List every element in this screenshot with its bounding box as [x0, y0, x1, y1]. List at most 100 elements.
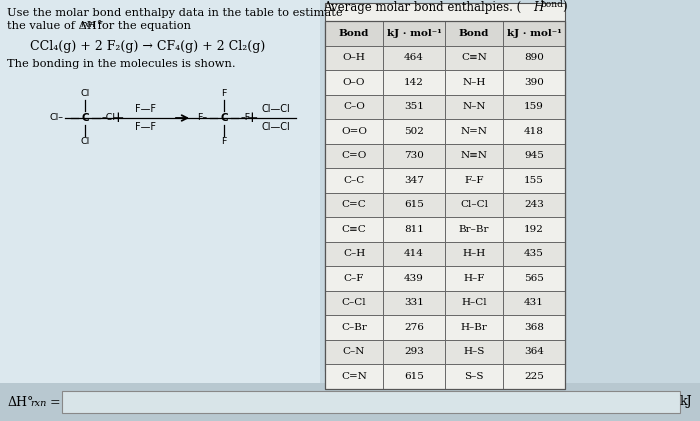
Text: C≡N: C≡N	[461, 53, 487, 62]
Text: 730: 730	[404, 151, 424, 160]
Text: 276: 276	[404, 323, 424, 332]
Text: The bonding in the molecules is shown.: The bonding in the molecules is shown.	[7, 59, 236, 69]
Text: bond: bond	[541, 0, 564, 9]
Text: 811: 811	[404, 225, 424, 234]
Text: 565: 565	[524, 274, 544, 283]
Bar	[62, 391, 680, 413]
Text: 890: 890	[524, 53, 544, 62]
Bar	[0, 0, 320, 386]
Text: 418: 418	[524, 127, 544, 136]
Text: =: =	[46, 395, 61, 408]
Text: Cl–Cl: Cl–Cl	[460, 200, 488, 209]
Text: 331: 331	[404, 298, 424, 307]
Text: C–F: C–F	[344, 274, 364, 283]
Text: –F: –F	[241, 114, 251, 123]
Text: 431: 431	[524, 298, 544, 307]
Text: Cl–: Cl–	[50, 114, 64, 123]
Text: F: F	[221, 138, 227, 147]
Bar	[325, 364, 565, 389]
Bar	[325, 94, 565, 119]
Bar	[0, 383, 700, 421]
Text: C≡C: C≡C	[342, 225, 366, 234]
Text: 159: 159	[524, 102, 544, 111]
Text: kJ: kJ	[680, 395, 692, 408]
Bar	[325, 192, 565, 217]
Text: 225: 225	[524, 372, 544, 381]
Text: C–C: C–C	[344, 176, 365, 185]
Text: C–Br: C–Br	[341, 323, 367, 332]
Text: C–H: C–H	[343, 249, 365, 258]
Text: 155: 155	[524, 176, 544, 185]
Bar	[325, 21, 565, 45]
Text: 347: 347	[404, 176, 424, 185]
Text: Br–Br: Br–Br	[458, 225, 489, 234]
Text: Cl: Cl	[80, 138, 90, 147]
Text: C–Cl: C–Cl	[342, 298, 366, 307]
Text: rxn: rxn	[30, 399, 46, 408]
Text: O–H: O–H	[342, 53, 365, 62]
Text: N–H: N–H	[462, 78, 486, 87]
Text: 439: 439	[404, 274, 424, 283]
Text: +: +	[111, 111, 125, 125]
Text: N–N: N–N	[462, 102, 486, 111]
Text: rxn: rxn	[80, 20, 95, 29]
Text: ΔH°: ΔH°	[8, 395, 34, 408]
Text: C–N: C–N	[343, 347, 365, 356]
Text: F—F: F—F	[135, 104, 156, 114]
Text: CCl₄(g) + 2 F₂(g) → CF₄(g) + 2 Cl₂(g): CCl₄(g) + 2 F₂(g) → CF₄(g) + 2 Cl₂(g)	[30, 40, 265, 53]
Bar	[325, 119, 565, 144]
Text: C: C	[220, 113, 228, 123]
Text: F: F	[221, 90, 227, 99]
Text: the value of ΔH°: the value of ΔH°	[7, 21, 102, 31]
Text: 293: 293	[404, 347, 424, 356]
Bar	[325, 315, 565, 339]
Text: 435: 435	[524, 249, 544, 258]
Text: C: C	[81, 113, 89, 123]
Text: N≡N: N≡N	[461, 151, 487, 160]
Text: 464: 464	[404, 53, 424, 62]
Bar	[325, 168, 565, 192]
Bar	[325, 339, 565, 364]
Text: H: H	[533, 1, 543, 14]
Bar	[325, 290, 565, 315]
Text: C=N: C=N	[341, 372, 367, 381]
Text: 368: 368	[524, 323, 544, 332]
Text: kJ · mol⁻¹: kJ · mol⁻¹	[386, 29, 442, 38]
Bar	[325, 266, 565, 290]
Text: 615: 615	[404, 200, 424, 209]
Text: 192: 192	[524, 225, 544, 234]
Text: F–F: F–F	[464, 176, 484, 185]
Text: H–Br: H–Br	[461, 323, 487, 332]
Text: F–: F–	[197, 114, 207, 123]
Text: for the equation: for the equation	[94, 21, 191, 31]
Text: Average molar bond enthalpies. (: Average molar bond enthalpies. (	[323, 1, 522, 14]
Text: C–O: C–O	[343, 102, 365, 111]
Text: Cl—Cl: Cl—Cl	[262, 104, 290, 114]
Bar	[325, 242, 565, 266]
Text: O–O: O–O	[343, 78, 365, 87]
Text: H–Cl: H–Cl	[461, 298, 486, 307]
Text: F—F: F—F	[135, 122, 156, 132]
Text: C=O: C=O	[342, 151, 367, 160]
Text: Cl: Cl	[80, 90, 90, 99]
Text: Bond: Bond	[339, 29, 369, 38]
Text: ): )	[562, 1, 566, 14]
Text: +: +	[246, 111, 258, 125]
Text: 351: 351	[404, 102, 424, 111]
Text: 414: 414	[404, 249, 424, 258]
Text: 142: 142	[404, 78, 424, 87]
Text: 390: 390	[524, 78, 544, 87]
Text: Bond: Bond	[458, 29, 489, 38]
Bar	[325, 3, 565, 370]
Text: H–H: H–H	[463, 249, 486, 258]
Bar	[325, 144, 565, 168]
Text: kJ · mol⁻¹: kJ · mol⁻¹	[507, 29, 561, 38]
Text: O=O: O=O	[341, 127, 367, 136]
Text: Cl—Cl: Cl—Cl	[262, 122, 290, 132]
Text: C=C: C=C	[342, 200, 366, 209]
Bar	[325, 217, 565, 242]
Text: –Cl: –Cl	[102, 114, 116, 123]
Text: 364: 364	[524, 347, 544, 356]
Text: 615: 615	[404, 372, 424, 381]
Text: H–F: H–F	[463, 274, 484, 283]
